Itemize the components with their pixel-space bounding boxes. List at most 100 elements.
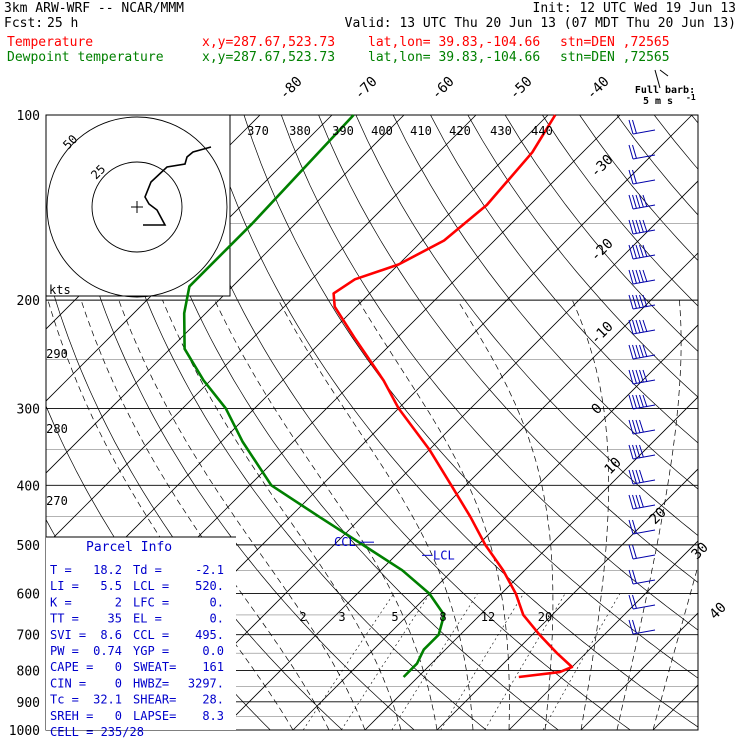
- wind-barb: [628, 544, 656, 560]
- wind-barb: [628, 369, 656, 385]
- barb-flag: [639, 319, 644, 333]
- barb-flag: [642, 219, 648, 233]
- wind-barb: [628, 319, 656, 335]
- parcel-info-key: PW =: [50, 644, 79, 658]
- barb-flag: [635, 319, 641, 334]
- dry-adiabat: [243, 115, 698, 679]
- barb-flag: [639, 494, 644, 508]
- barb-flag: [642, 344, 648, 358]
- wind-barb: [628, 594, 656, 610]
- barb-flag: [632, 594, 637, 609]
- barb-flag: [642, 319, 648, 333]
- barb-flag: [628, 144, 634, 160]
- legend-temperature-xy: x,y=287.67,523.73: [202, 35, 336, 50]
- barb-flag: [639, 394, 644, 408]
- theta-label: 380: [289, 124, 311, 138]
- pressure-tick-label: 100: [17, 109, 40, 124]
- barb-flag: [628, 544, 634, 560]
- isotherm-line: [580, 612, 698, 730]
- mixing-ratio-line: [302, 593, 395, 730]
- barb-flag: [628, 369, 634, 385]
- theta-label: 270: [46, 494, 68, 508]
- legend-dewpoint-stn: stn=DEN ,72565: [560, 50, 670, 65]
- plot-border: [45, 114, 699, 731]
- barb-flag: [635, 444, 641, 459]
- barb-flag: [635, 394, 641, 409]
- barb-flag: [635, 219, 641, 234]
- pressure-tick-label: 900: [17, 696, 40, 711]
- hodograph-trace: [143, 146, 212, 226]
- parcel-info-key: Tc =: [50, 693, 79, 707]
- barb-flag: [642, 294, 648, 308]
- isotherm-label: -60: [429, 74, 458, 103]
- barb-flag: [635, 194, 641, 209]
- parcel-info-key: CCL =: [133, 628, 169, 642]
- isotherm-line: [46, 115, 405, 474]
- parcel-info-value: -2.1: [195, 563, 224, 577]
- barb-flag: [628, 594, 634, 610]
- barb-legend-sample: [654, 69, 661, 89]
- barb-flag: [632, 619, 637, 634]
- wind-barb: [628, 294, 656, 310]
- ccl-label: CCL: [334, 535, 356, 549]
- barb-flag: [635, 344, 641, 359]
- parcel-info-value: 0.0: [202, 644, 224, 658]
- wind-barb: [628, 419, 656, 435]
- barb-flag: [632, 119, 637, 134]
- parcel-info-value: 0: [115, 660, 122, 674]
- pressure-tick-label: 500: [17, 539, 40, 554]
- barb-legend-title: Full barb:: [635, 85, 695, 96]
- parcel-info-key: LAPSE=: [133, 709, 176, 723]
- barb-flag: [632, 144, 637, 159]
- wind-barb: [628, 344, 656, 360]
- hodograph-ring: [46, 116, 228, 298]
- isotherm-line: [220, 252, 698, 730]
- barb-flag: [635, 469, 641, 484]
- isotherm-label: 10: [602, 455, 625, 478]
- barb-flag: [628, 219, 634, 235]
- pressure-tick-label: 1000: [9, 724, 40, 739]
- wind-barb: [628, 219, 656, 235]
- hodograph-box: [45, 114, 231, 297]
- parcel-info-key: CAPE =: [50, 660, 93, 674]
- forecast-hours: 25 h: [47, 16, 79, 31]
- wind-barb: [628, 519, 656, 535]
- barb-flag: [632, 194, 637, 209]
- parcel-info-value: 8.6: [100, 628, 122, 642]
- wind-barb: [628, 119, 656, 135]
- barb-flag: [628, 344, 634, 360]
- wind-barb: [628, 444, 656, 460]
- isotherm-label: 40: [707, 600, 730, 623]
- lcl-label: LCL: [433, 548, 455, 562]
- barb-flag: [639, 194, 644, 208]
- dry-adiabat: [467, 115, 698, 398]
- barb-flag: [635, 244, 641, 259]
- parcel-info-key: K =: [50, 595, 72, 609]
- parcel-info-value: 35: [108, 612, 122, 626]
- barb-flag: [632, 519, 637, 534]
- pressure-tick-label: 800: [17, 664, 40, 679]
- barb-flag: [628, 519, 634, 535]
- isotherm-line: [46, 115, 549, 618]
- barb-flag: [639, 369, 644, 383]
- parcel-info-key: LI =: [50, 579, 79, 593]
- pressure-tick-label: 400: [17, 479, 40, 494]
- parcel-info-key: SVI =: [50, 628, 86, 642]
- isotherm-label: -30: [588, 152, 617, 181]
- barb-flag: [635, 294, 641, 309]
- wind-barb: [628, 394, 656, 410]
- pressure-tick-label: 300: [17, 402, 40, 417]
- moist-adiabat: [357, 299, 510, 730]
- barb-flag: [642, 194, 648, 208]
- parcel-info-bg: [46, 537, 236, 730]
- dry-adiabat: [729, 115, 740, 730]
- barb-flag: [639, 219, 644, 233]
- barb-flag: [642, 394, 648, 408]
- parcel-info-cell: CELL = 235/28: [50, 725, 144, 739]
- theta-label: 420: [449, 124, 471, 138]
- isotherm-label: -80: [277, 74, 306, 103]
- barb-flag: [628, 469, 634, 485]
- parcel-info-value: 495.: [195, 628, 224, 642]
- parcel-info-key: Td =: [133, 563, 162, 577]
